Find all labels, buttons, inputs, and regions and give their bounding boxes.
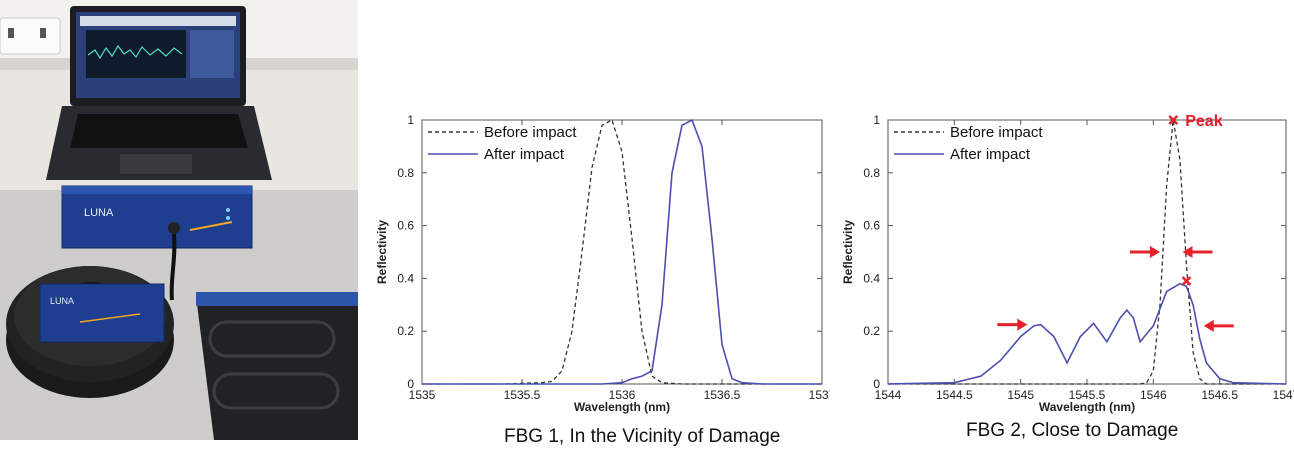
x-tick-label: 1535.5 bbox=[504, 388, 541, 402]
x-axis-label: Wavelength (nm) bbox=[1039, 400, 1135, 414]
fbg2-chart: 1544 1544.5 1545 1545.5 1546 1546.5 1547 0 0.2 0.… bbox=[841, 113, 1294, 414]
x-tick-label: 1546 bbox=[1140, 388, 1167, 402]
laptop bbox=[46, 6, 272, 180]
peak-marker bbox=[1168, 115, 1179, 125]
composite-panel bbox=[196, 292, 358, 440]
y-tick-label: 0.4 bbox=[397, 271, 414, 285]
y-tick-label: 0.6 bbox=[863, 219, 880, 233]
svg-text:LUNA: LUNA bbox=[50, 296, 74, 306]
peak-marker bbox=[1181, 276, 1192, 286]
y-tick-label: 0 bbox=[407, 377, 414, 391]
legend-label: Before impact bbox=[484, 124, 577, 141]
arrow-left bbox=[1203, 319, 1214, 332]
x-tick-label: 1545 bbox=[1007, 388, 1034, 402]
x-tick-label: 1545.5 bbox=[1069, 388, 1106, 402]
luna-module: LUNA bbox=[39, 283, 165, 343]
series-line-after-impact bbox=[887, 282, 1287, 385]
x-tick-label: 1547 bbox=[1273, 388, 1294, 402]
fbg1-chart: 1535 1535.5 1536 1536.5 1537 0 0.2 0.4 0.6 0.8 1 Wa… bbox=[375, 113, 830, 414]
series-line-after-impact bbox=[422, 118, 822, 385]
luna-interrogator: LUNA bbox=[61, 185, 253, 249]
y-tick-label: 0.8 bbox=[397, 166, 414, 180]
y-tick-label: 0.6 bbox=[397, 219, 414, 233]
arrow-left bbox=[1182, 246, 1193, 258]
y-tick-label: 0.4 bbox=[863, 271, 880, 285]
series-line-before-impact bbox=[422, 119, 822, 385]
x-tick-label: 1536 bbox=[609, 388, 636, 402]
y-tick-label: 1 bbox=[407, 113, 414, 127]
plot-frame bbox=[421, 119, 823, 385]
y-tick-label: 0.2 bbox=[397, 324, 414, 338]
fbg2-caption: FBG 2, Close to Damage bbox=[966, 420, 1179, 441]
y-tick-label: 0.2 bbox=[863, 324, 880, 338]
x-tick-label: 1544 bbox=[875, 388, 902, 402]
legend-label: After impact bbox=[484, 146, 565, 163]
legend-label: After impact bbox=[950, 146, 1031, 163]
svg-text:LUNA: LUNA bbox=[84, 207, 114, 219]
x-axis-label: Wavelength (nm) bbox=[574, 400, 670, 414]
y-axis-label: Reflectivity bbox=[375, 220, 389, 284]
arrow-right bbox=[1017, 318, 1028, 331]
fbg1-caption: FBG 1, In the Vicinity of Damage bbox=[504, 426, 781, 447]
y-tick-label: 1 bbox=[873, 113, 880, 127]
x-tick-label: 1536.5 bbox=[704, 388, 741, 402]
x-tick-label: 1546.5 bbox=[1201, 388, 1238, 402]
y-axis-label: Reflectivity bbox=[841, 220, 855, 284]
y-tick-label: 0 bbox=[873, 377, 880, 391]
x-tick-label: 1537 bbox=[809, 388, 830, 402]
y-tick-label: 0.8 bbox=[863, 166, 880, 180]
series-line-before-impact bbox=[888, 119, 1286, 385]
peak-label: Peak bbox=[1185, 113, 1222, 130]
plot-frame bbox=[887, 119, 1287, 385]
arrow-right bbox=[1149, 246, 1160, 258]
x-tick-label: 1544.5 bbox=[936, 388, 973, 402]
x-tick-label: 1535 bbox=[409, 388, 436, 402]
wall-socket bbox=[0, 17, 61, 55]
legend-label: Before impact bbox=[950, 124, 1043, 141]
lab-setup-photo: LUNA LUNA bbox=[0, 0, 358, 440]
